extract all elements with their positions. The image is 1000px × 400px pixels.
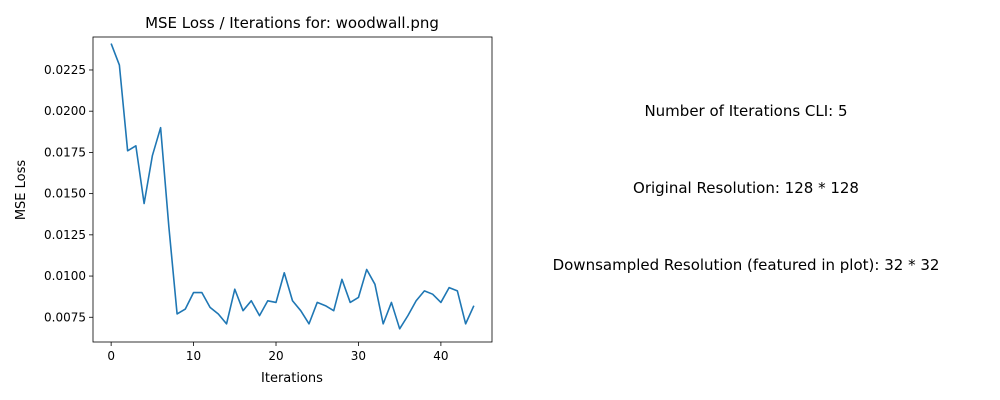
loss-series-line: [110, 43, 475, 330]
y-tick-label: 0.0175: [44, 145, 86, 159]
x-tick-label: 20: [268, 349, 283, 363]
loss-chart: MSE Loss / Iterations for: woodwall.png …: [14, 14, 493, 386]
x-tick-label: 10: [186, 349, 201, 363]
x-tick-label: 30: [351, 349, 366, 363]
y-tick-label: 0.0100: [44, 269, 86, 283]
x-tick-label: 0: [107, 349, 115, 363]
iterations-cli-text: Number of Iterations CLI: 5: [644, 102, 848, 120]
plot-area: 0 10 20 30 40 0.0075 0.0100 0.0125 0.0150 0.0175 0…: [44, 36, 493, 363]
y-tick-label: 0.0225: [44, 63, 86, 77]
y-tick-label: 0.0125: [44, 228, 86, 242]
axes-frame: [92, 36, 493, 343]
x-tick-label: 40: [433, 349, 448, 363]
y-tick-label: 0.0075: [44, 310, 86, 324]
x-axis-label: Iterations: [261, 371, 323, 386]
y-tick-label: 0.0150: [44, 187, 86, 201]
y-tick-label: 0.0200: [44, 104, 86, 118]
original-resolution-text: Original Resolution: 128 * 128: [633, 179, 859, 197]
chart-title: MSE Loss / Iterations for: woodwall.png: [145, 14, 439, 32]
y-axis-label: MSE Loss: [14, 160, 29, 221]
downsampled-resolution-text: Downsampled Resolution (featured in plot…: [552, 256, 940, 274]
